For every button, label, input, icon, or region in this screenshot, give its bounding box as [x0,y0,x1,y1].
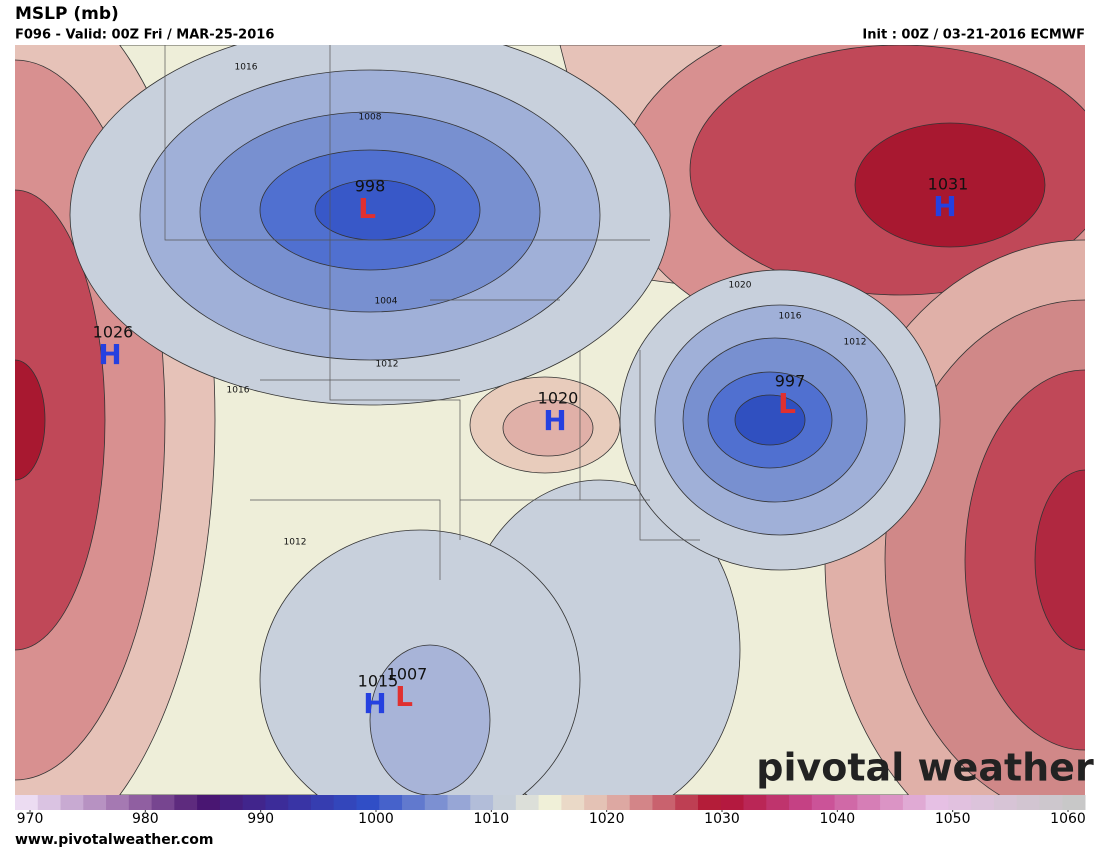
colorbar-swatch [83,795,107,810]
colorbar-swatch [219,795,244,810]
colorbar-swatch [697,795,722,810]
colorbar-swatch [379,795,403,810]
colorbar-tick-label: 1040 [820,811,856,827]
colorbar-swatch [106,795,130,810]
colorbar-swatch [652,795,676,810]
contour-label: 1012 [284,538,307,548]
colorbar-swatch [151,795,175,810]
colorbar-swatch [720,795,745,810]
colorbar-swatch [948,795,972,810]
colorbar-swatch [925,795,949,810]
colorbar-swatch [766,795,790,810]
center-value: 1026 [93,323,134,342]
contour-label: 1012 [844,338,867,348]
center-symbol: H [98,338,121,371]
colorbar-tick-label: 970 [17,811,44,827]
colorbar-swatch [470,795,494,810]
colorbar-swatch [333,795,357,810]
init-time: Init : 00Z / 03-21-2016 ECMWF [862,28,1085,43]
colorbar-swatch [242,795,266,810]
center-value: 1015 [358,672,399,691]
colorbar-swatch [561,795,585,810]
colorbar-swatch [606,795,631,810]
colorbar-tick-label: 1000 [358,811,394,827]
colorbar-swatch [447,795,471,810]
colorbar-tick-label: 1020 [589,811,625,827]
colorbar-swatch [515,795,540,810]
center-value: 1020 [538,389,579,408]
valid-time: F096 - Valid: 00Z Fri / MAR-25-2016 [15,28,274,43]
colorbar-swatch [402,795,426,810]
colorbar-swatch [356,795,380,810]
center-value: 998 [355,177,386,196]
colorbar-swatch [37,795,62,810]
colorbar-swatch [60,795,84,810]
colorbar-tick-label: 1010 [474,811,510,827]
colorbar-swatch [197,795,221,810]
center-symbol: H [543,404,566,437]
footer-url: www.pivotalweather.com [15,832,214,848]
colorbar-swatch [811,795,836,810]
colorbar-swatch [834,795,858,810]
colorbar-swatch [174,795,198,810]
contour-label: 1012 [376,360,399,370]
contour-label: 1016 [235,63,258,73]
colorbar-swatch [789,795,813,810]
colorbar-swatch [1039,795,1063,810]
colorbar-swatch [993,795,1018,810]
colorbar-swatch [584,795,608,810]
colorbar-swatch [288,795,312,810]
contour-label: 1004 [375,297,398,307]
colorbar-swatch [743,795,767,810]
colorbar-tick-label: 990 [247,811,274,827]
colorbar-swatch [629,795,653,810]
colorbar-swatch [857,795,881,810]
center-value: 1031 [928,175,969,194]
contour-labels: 1016 1008 1004 1012 1016 1012 1020 1016 1012 [227,63,867,548]
center-symbol: L [358,192,376,225]
title: MSLP (mb) [15,4,119,24]
center-symbol: H [363,687,386,720]
center-value: 997 [775,372,806,391]
colorbar-swatch [902,795,927,810]
contour-label: 1008 [359,113,382,123]
center-symbol: L [778,387,796,420]
colorbar-swatch [880,795,904,810]
colorbar-swatch [971,795,995,810]
colorbar-swatch [538,795,562,810]
colorbar-swatch [675,795,699,810]
watermark: pivotal weather [756,746,1094,790]
colorbar-swatch [1016,795,1040,810]
colorbar-swatch [493,795,517,810]
contour-label: 1020 [729,281,752,291]
colorbar-swatch [265,795,289,810]
colorbar-tick-label: 1030 [704,811,740,827]
colorbar-swatch [1062,795,1086,810]
contour-label: 1016 [779,312,802,322]
colorbar-swatch [128,795,153,810]
colorbar-tick-label: 980 [132,811,159,827]
contour-label: 1016 [227,386,250,396]
center-symbol: L [395,680,413,713]
colorbar-swatch [310,795,335,810]
colorbar-swatch [15,795,39,810]
center-symbol: H [933,190,956,223]
colorbar-tick-label: 1050 [935,811,971,827]
colorbar: 970 980 990 1000 1010 1020 1030 1040 1050 1060 [15,795,1086,827]
colorbar-swatch [424,795,449,810]
center-value: 1007 [387,665,428,684]
colorbar-tick-label: 1060 [1050,811,1086,827]
